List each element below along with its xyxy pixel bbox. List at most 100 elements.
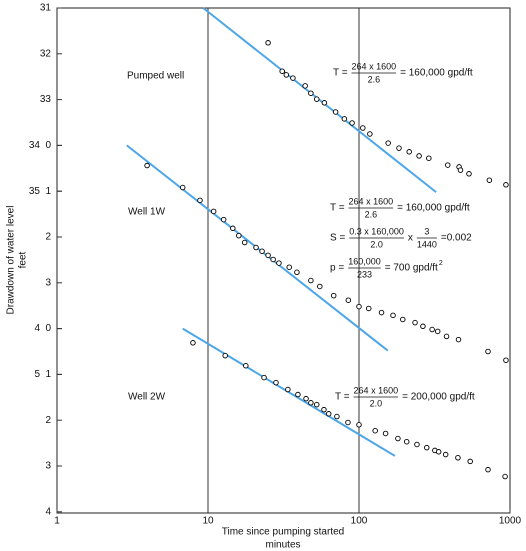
plot-frame (56, 7, 511, 514)
y-axis-label: feet (18, 251, 29, 268)
data-point (457, 167, 464, 173)
data-point (321, 100, 328, 106)
data-point (467, 458, 473, 465)
data-point (486, 177, 493, 183)
formula-text: S = (330, 233, 345, 244)
data-point (360, 125, 366, 131)
y-tick-label: 33 (40, 94, 52, 105)
data-point (241, 239, 248, 246)
y-tick-label: 2 (45, 415, 51, 426)
data-point (197, 197, 203, 204)
formula-denominator: 233 (357, 269, 372, 279)
formula-numerator: 264 x 1600 (354, 385, 399, 395)
data-point (345, 297, 352, 303)
y-tick-label: 5 (34, 369, 40, 380)
y-tick-label: 4 (34, 323, 40, 334)
data-point (190, 340, 196, 346)
formula-denominator: 2.6 (365, 209, 378, 219)
data-point (220, 216, 227, 223)
data-point (345, 419, 351, 426)
formula-text: = 200,000 gpd/ft (402, 392, 475, 403)
series-label: Well 1W (128, 207, 166, 218)
y-tick-label: 3 (45, 461, 51, 472)
data-point (466, 171, 472, 177)
data-point (259, 248, 265, 254)
formula-numerator: 0.3 x 160,000 (349, 226, 404, 236)
data-point (349, 120, 355, 126)
series-label: Well 2W (128, 392, 166, 403)
data-point (330, 292, 337, 299)
data-point (261, 374, 267, 381)
data-point (485, 348, 491, 355)
data-point (395, 435, 401, 442)
data-point (378, 309, 385, 316)
x-tick-label: 1 (54, 516, 60, 527)
data-point (434, 328, 441, 335)
formula-denominator: 2.0 (370, 239, 383, 249)
data-point (270, 256, 276, 263)
y-tick-label: 2 (45, 232, 51, 243)
data-point (279, 68, 285, 74)
data-point (273, 379, 279, 386)
fit-line (182, 327, 396, 457)
data-point (179, 184, 186, 191)
formula-superscript: 2 (439, 260, 443, 267)
formula-text: T = (330, 203, 345, 214)
y-tick-label: 32 (40, 48, 52, 59)
data-point (390, 312, 396, 319)
data-point (294, 269, 300, 276)
data-point (283, 72, 290, 78)
data-point (341, 116, 348, 122)
x-tick-label: 10 (202, 516, 214, 527)
y-tick-label: 34 (29, 140, 41, 151)
data-point (295, 391, 301, 398)
formula-text: =0.002 (441, 233, 472, 244)
formula-text: = 700 gpd/ft (385, 263, 438, 274)
data-point (276, 260, 282, 266)
data-point (503, 182, 509, 188)
data-point (285, 386, 291, 393)
formula-numerator: 3 (424, 226, 429, 236)
data-point (236, 232, 242, 239)
y-tick-label: 3 (45, 277, 51, 288)
y-tick-label: 1 (45, 186, 51, 197)
y-tick-label: 31 (40, 3, 52, 14)
data-point (265, 40, 271, 46)
formula-numerator: 264 x 1600 (349, 196, 394, 206)
data-point (356, 303, 362, 310)
y-tick-label: 35 (29, 186, 41, 197)
data-point (265, 252, 271, 259)
data-point (308, 90, 314, 96)
data-point (416, 153, 422, 159)
data-point (385, 140, 391, 146)
data-point (313, 401, 320, 408)
formula-denominator: 2.0 (370, 398, 383, 408)
data-point (144, 162, 150, 169)
y-tick-label: 0 (45, 323, 51, 334)
x-axis-label: Time since pumping started (222, 527, 344, 538)
data-point (414, 441, 420, 448)
data-point (290, 75, 296, 81)
data-point (325, 411, 332, 417)
data-point (435, 449, 442, 455)
x-axis-label: minutes (265, 540, 300, 551)
data-point (485, 466, 491, 473)
data-point (367, 131, 373, 137)
data-point (222, 352, 228, 359)
data-point (365, 305, 372, 312)
data-point (253, 244, 259, 251)
fit-line (202, 7, 437, 193)
data-point (382, 430, 389, 437)
data-point (230, 225, 236, 232)
data-point (424, 444, 430, 451)
formula-numerator: 160,000 (348, 256, 381, 266)
data-point (321, 406, 327, 413)
data-point (356, 422, 362, 428)
data-point (303, 395, 309, 402)
data-point (334, 413, 340, 420)
data-point (455, 336, 462, 343)
formula-text: = 160,000 gpd/ft (397, 203, 470, 214)
data-point (332, 109, 339, 115)
